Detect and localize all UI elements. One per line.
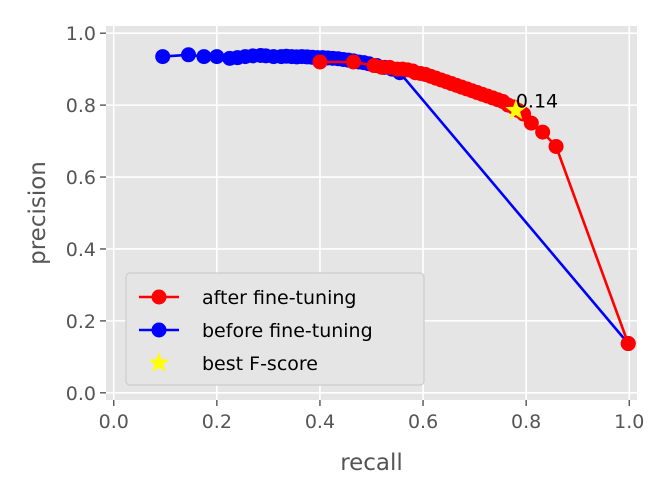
x-tick-label: 0.4 <box>305 411 335 433</box>
legend-label-after: after fine-tuning <box>202 287 356 309</box>
data-point-after <box>523 115 539 131</box>
legend-items: after fine-tuning before fine-tuning best … <box>139 287 373 375</box>
legend-label-before: before fine-tuning <box>202 320 373 342</box>
data-point-before <box>209 49 225 65</box>
y-tick-label: 0.2 <box>66 311 96 333</box>
x-tick-label: 0.2 <box>202 411 232 433</box>
legend: after fine-tuning before fine-tuning best … <box>125 272 425 386</box>
data-point-after <box>548 138 564 154</box>
best-f-score-star <box>505 99 527 120</box>
y-axis-title: precision <box>25 161 51 265</box>
data-point-before <box>180 47 196 63</box>
y-tick-label: 0.8 <box>66 95 96 117</box>
y-tick-label: 0.0 <box>66 383 96 405</box>
data-point-before <box>155 49 171 65</box>
data-point-before <box>196 49 212 65</box>
legend-marker-best <box>148 352 170 372</box>
y-tick-label: 1.0 <box>66 23 96 45</box>
series-layer <box>155 47 636 352</box>
data-point-after <box>535 124 551 140</box>
x-tick-label: 0.0 <box>99 411 129 433</box>
y-tick-label: 0.4 <box>66 239 96 261</box>
x-axis-title: recall <box>340 450 403 476</box>
y-tick-label: 0.6 <box>66 167 96 189</box>
legend-label-best: best F-score <box>202 353 318 375</box>
data-point-after <box>620 336 636 352</box>
x-tick-label: 0.8 <box>511 411 541 433</box>
best-threshold-annotation: 0.14 <box>516 91 558 113</box>
legend-box <box>125 272 425 386</box>
legend-marker-before <box>151 322 167 338</box>
x-tick-label: 1.0 <box>614 411 644 433</box>
data-point-after <box>345 54 361 70</box>
data-point-after <box>312 54 328 70</box>
annotation-layer: 0.14 <box>505 91 558 120</box>
axis-ticks: 0.0 0.2 0.4 0.6 0.8 1.0 0.0 0.2 0.4 0.6 0.8 1.0 <box>66 23 645 433</box>
x-tick-label: 0.6 <box>408 411 438 433</box>
legend-marker-after <box>151 289 167 305</box>
